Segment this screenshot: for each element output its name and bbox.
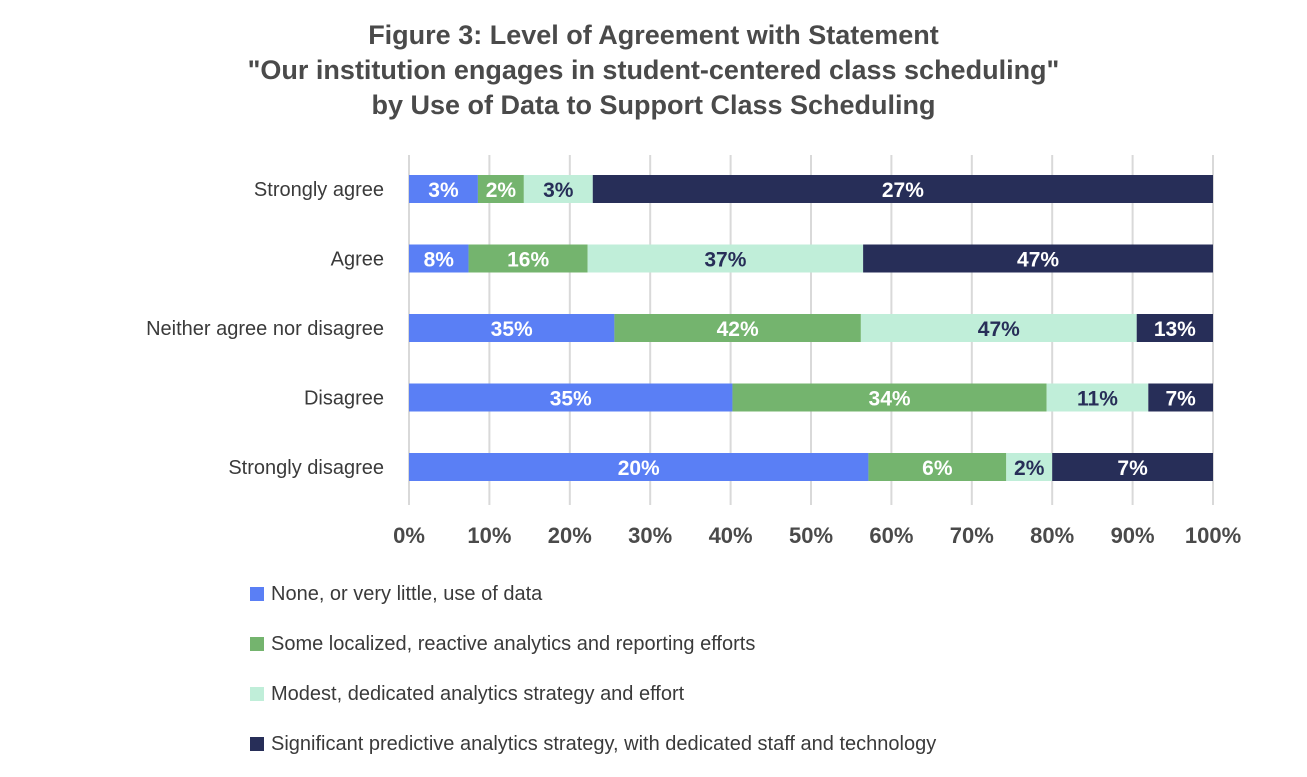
category-label: Disagree [304,388,384,410]
bar-segment [592,175,1213,203]
bar-segment [1052,453,1213,481]
bar-segment [614,314,861,342]
bar-segment [477,175,524,203]
data-label: 8% [424,249,455,272]
category-label: Strongly agree [254,179,384,201]
legend-label: None, or very little, use of data [271,583,543,605]
chart-title: Figure 3: Level of Agreement with Statem… [0,18,1307,123]
category-label: Neither agree nor disagree [146,318,384,340]
bar-segment [587,244,864,273]
data-label: 35% [550,388,592,411]
title-line-3: by Use of Data to Support Class Scheduli… [371,90,936,120]
title-line-1: Figure 3: Level of Agreement with Statem… [368,20,939,50]
bar-segment [409,383,733,412]
x-tick-label: 10% [467,523,511,548]
legend-swatch [250,737,264,751]
data-label: 16% [507,249,549,272]
legend-swatch [250,687,264,701]
bar-segment [1136,314,1213,342]
bar-segment [1006,453,1053,481]
data-label: 13% [1154,318,1196,341]
bar-segment [468,244,588,273]
bar-segment [409,244,469,273]
bar-segment [409,453,869,481]
legend-swatch [250,587,264,601]
bar-segment [409,175,478,203]
data-label: 47% [978,318,1020,341]
x-tick-label: 60% [869,523,913,548]
x-tick-label: 50% [789,523,833,548]
legend-label: Significant predictive analytics strateg… [271,733,937,755]
legend-label: Some localized, reactive analytics and r… [271,633,756,655]
x-tick-label: 80% [1030,523,1074,548]
data-label: 6% [922,457,953,480]
legend-item: Significant predictive analytics strateg… [250,733,936,756]
legend-label: Modest, dedicated analytics strategy and… [271,683,685,705]
legend-swatch [250,637,264,651]
data-label: 27% [882,179,924,202]
data-label: 42% [717,318,759,341]
data-label: 7% [1117,457,1148,480]
bar-segment [409,314,615,342]
x-tick-label: 40% [709,523,753,548]
legend-item: Some localized, reactive analytics and r… [250,633,755,656]
data-label: 20% [618,457,660,480]
x-tick-label: 70% [950,523,994,548]
data-label: 2% [486,179,517,202]
x-tick-label: 20% [548,523,592,548]
bar-segment [860,314,1137,342]
bar-segment [523,175,593,203]
category-label: Agree [331,249,384,271]
title-line-2: "Our institution engages in student-cent… [247,55,1060,85]
data-label: 3% [543,179,574,202]
x-tick-label: 100% [1185,523,1241,548]
bar-segment [732,383,1047,412]
data-label: 37% [704,249,746,272]
data-label: 35% [491,318,533,341]
data-label: 11% [1077,388,1118,411]
data-label: 34% [869,388,911,411]
legend-item: None, or very little, use of data [250,583,542,606]
bar-segment [1046,383,1149,412]
x-tick-label: 30% [628,523,672,548]
data-label: 7% [1165,388,1196,411]
data-label: 3% [428,179,459,202]
bar-segment [863,244,1213,273]
bar-segment [1148,383,1213,412]
category-label: Strongly disagree [228,457,384,479]
data-label: 2% [1014,457,1045,480]
x-tick-label: 90% [1111,523,1155,548]
bar-segment [868,453,1007,481]
x-tick-label: 0% [393,523,425,548]
legend-item: Modest, dedicated analytics strategy and… [250,683,684,706]
data-label: 47% [1017,249,1059,272]
